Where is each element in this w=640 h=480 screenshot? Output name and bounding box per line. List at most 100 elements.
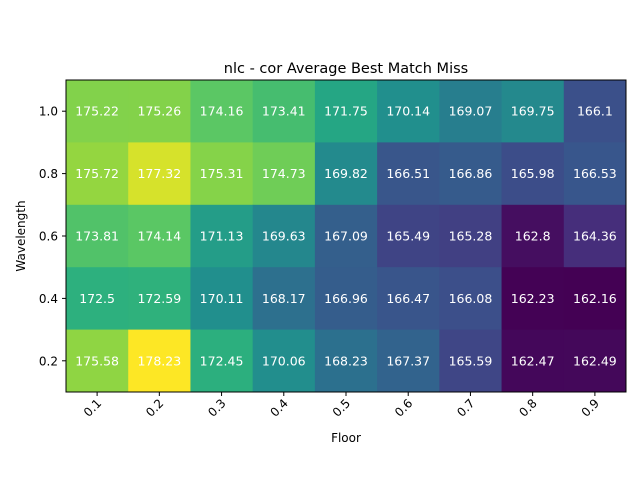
cell-value-label: 166.51 [386,166,430,181]
x-tick-label: 0.8 [516,396,539,419]
cell-value-label: 171.13 [200,229,244,244]
heatmap-cell [377,204,440,268]
cell-value-label: 169.82 [324,166,368,181]
cell-value-label: 166.86 [449,166,493,181]
heatmap-cell [439,267,503,331]
x-axis-ticks: 0.1 0.2 0.3 0.4 0.5 0.6 0.7 0.8 0.9 [81,392,602,420]
cell-value-label: 175.72 [75,166,119,181]
cell-value-label: 167.37 [386,353,430,368]
heatmap-cell [377,267,440,331]
x-tick-label: 0.6 [392,396,415,419]
heatmap-cell [66,329,129,393]
cell-value-label: 171.75 [324,104,368,119]
y-axis-ticks: 1.0 0.8 0.6 0.4 0.2 [39,105,66,368]
x-tick-label: 0.1 [81,396,104,419]
heatmap-cell [128,329,191,393]
heatmap-cell [439,204,503,268]
cell-value-label: 170.11 [200,291,244,306]
x-tick-label: 0.3 [205,396,228,419]
cell-value-label: 162.8 [515,229,551,244]
heatmap-cell [190,80,254,143]
cell-value-label: 165.28 [449,229,493,244]
cell-value-label: 178.23 [137,353,181,368]
cell-value-label: 169.07 [449,104,493,119]
cell-value-label: 172.45 [200,353,244,368]
cell-value-label: 175.26 [137,104,181,119]
x-tick-label: 0.4 [267,396,290,419]
cell-value-label: 165.49 [386,229,430,244]
cell-value-label: 173.81 [75,229,119,244]
heatmap-cell [66,267,129,331]
heatmap-cell [66,204,129,268]
heatmap-cell [252,80,316,143]
heatmap-cell [66,80,129,143]
cell-value-label: 172.5 [79,291,115,306]
x-tick-label: 0.5 [330,396,353,419]
heatmap-cell [377,329,440,393]
cell-value-label: 169.63 [262,229,306,244]
x-axis-label: Floor [331,431,361,445]
cell-value-label: 167.09 [324,229,368,244]
heatmap-cell [66,142,129,206]
cell-value-label: 175.58 [75,353,119,368]
cell-value-label: 170.14 [386,104,430,119]
cell-value-label: 162.23 [511,291,555,306]
cell-value-label: 165.98 [511,166,555,181]
heatmap-cell [128,80,191,143]
heatmap-cell [314,267,378,331]
heatmap-cell [252,204,316,268]
cell-value-label: 168.23 [324,353,368,368]
heatmap-cell [128,142,191,206]
cell-value-label: 168.17 [262,291,306,306]
cell-value-label: 166.08 [449,291,493,306]
heatmap-cell [501,204,565,268]
x-tick-label: 0.7 [454,396,477,419]
heatmap-cell [190,329,254,393]
heatmap-cell [128,204,191,268]
heatmap-cell [439,329,503,393]
heatmap-cell [252,142,316,206]
y-tick-label: 0.4 [39,292,58,306]
cell-value-label: 175.31 [200,166,244,181]
cell-value-label: 174.73 [262,166,306,181]
cell-value-label: 164.36 [573,229,617,244]
cell-value-label: 166.1 [577,104,613,119]
cell-value-label: 166.47 [386,291,430,306]
heatmap-cell [314,204,378,268]
y-axis-label: Wavelength [14,200,28,271]
heatmap-cell [501,80,565,143]
heatmap-cell [563,204,627,268]
heatmap-cell [377,80,440,143]
y-tick-label: 0.6 [39,230,58,244]
chart-title: nlc - cor Average Best Match Miss [224,61,468,77]
heatmap-cell [563,142,627,206]
heatmap-cell-labels: 175.22 175.26 174.16 173.41 171.75 170.14 169.… [75,104,617,369]
cell-value-label: 165.59 [449,353,493,368]
cell-value-label: 174.16 [200,104,244,119]
heatmap-cell [190,204,254,268]
heatmap-cell [190,267,254,331]
heatmap-cell [439,80,503,143]
cell-value-label: 162.16 [573,291,617,306]
heatmap-cell [501,329,565,393]
heatmap-cell [377,142,440,206]
cell-value-label: 172.59 [137,291,181,306]
heatmap-cell [252,267,316,331]
cell-value-label: 169.75 [511,104,555,119]
cell-value-label: 173.41 [262,104,306,119]
cell-value-label: 166.96 [324,291,368,306]
heatmap-cell [190,142,254,206]
heatmap-cell [439,142,503,206]
x-tick-label: 0.2 [143,396,166,419]
cell-value-label: 166.53 [573,166,617,181]
y-tick-label: 0.2 [39,354,58,368]
cell-value-label: 162.47 [511,353,555,368]
heatmap-cell [563,80,627,143]
cell-value-label: 175.22 [75,104,119,119]
cell-value-label: 170.06 [262,353,306,368]
heatmap-cell [128,267,191,331]
y-tick-label: 0.8 [39,167,58,181]
heatmap-cell [314,329,378,393]
cell-value-label: 174.14 [137,229,181,244]
